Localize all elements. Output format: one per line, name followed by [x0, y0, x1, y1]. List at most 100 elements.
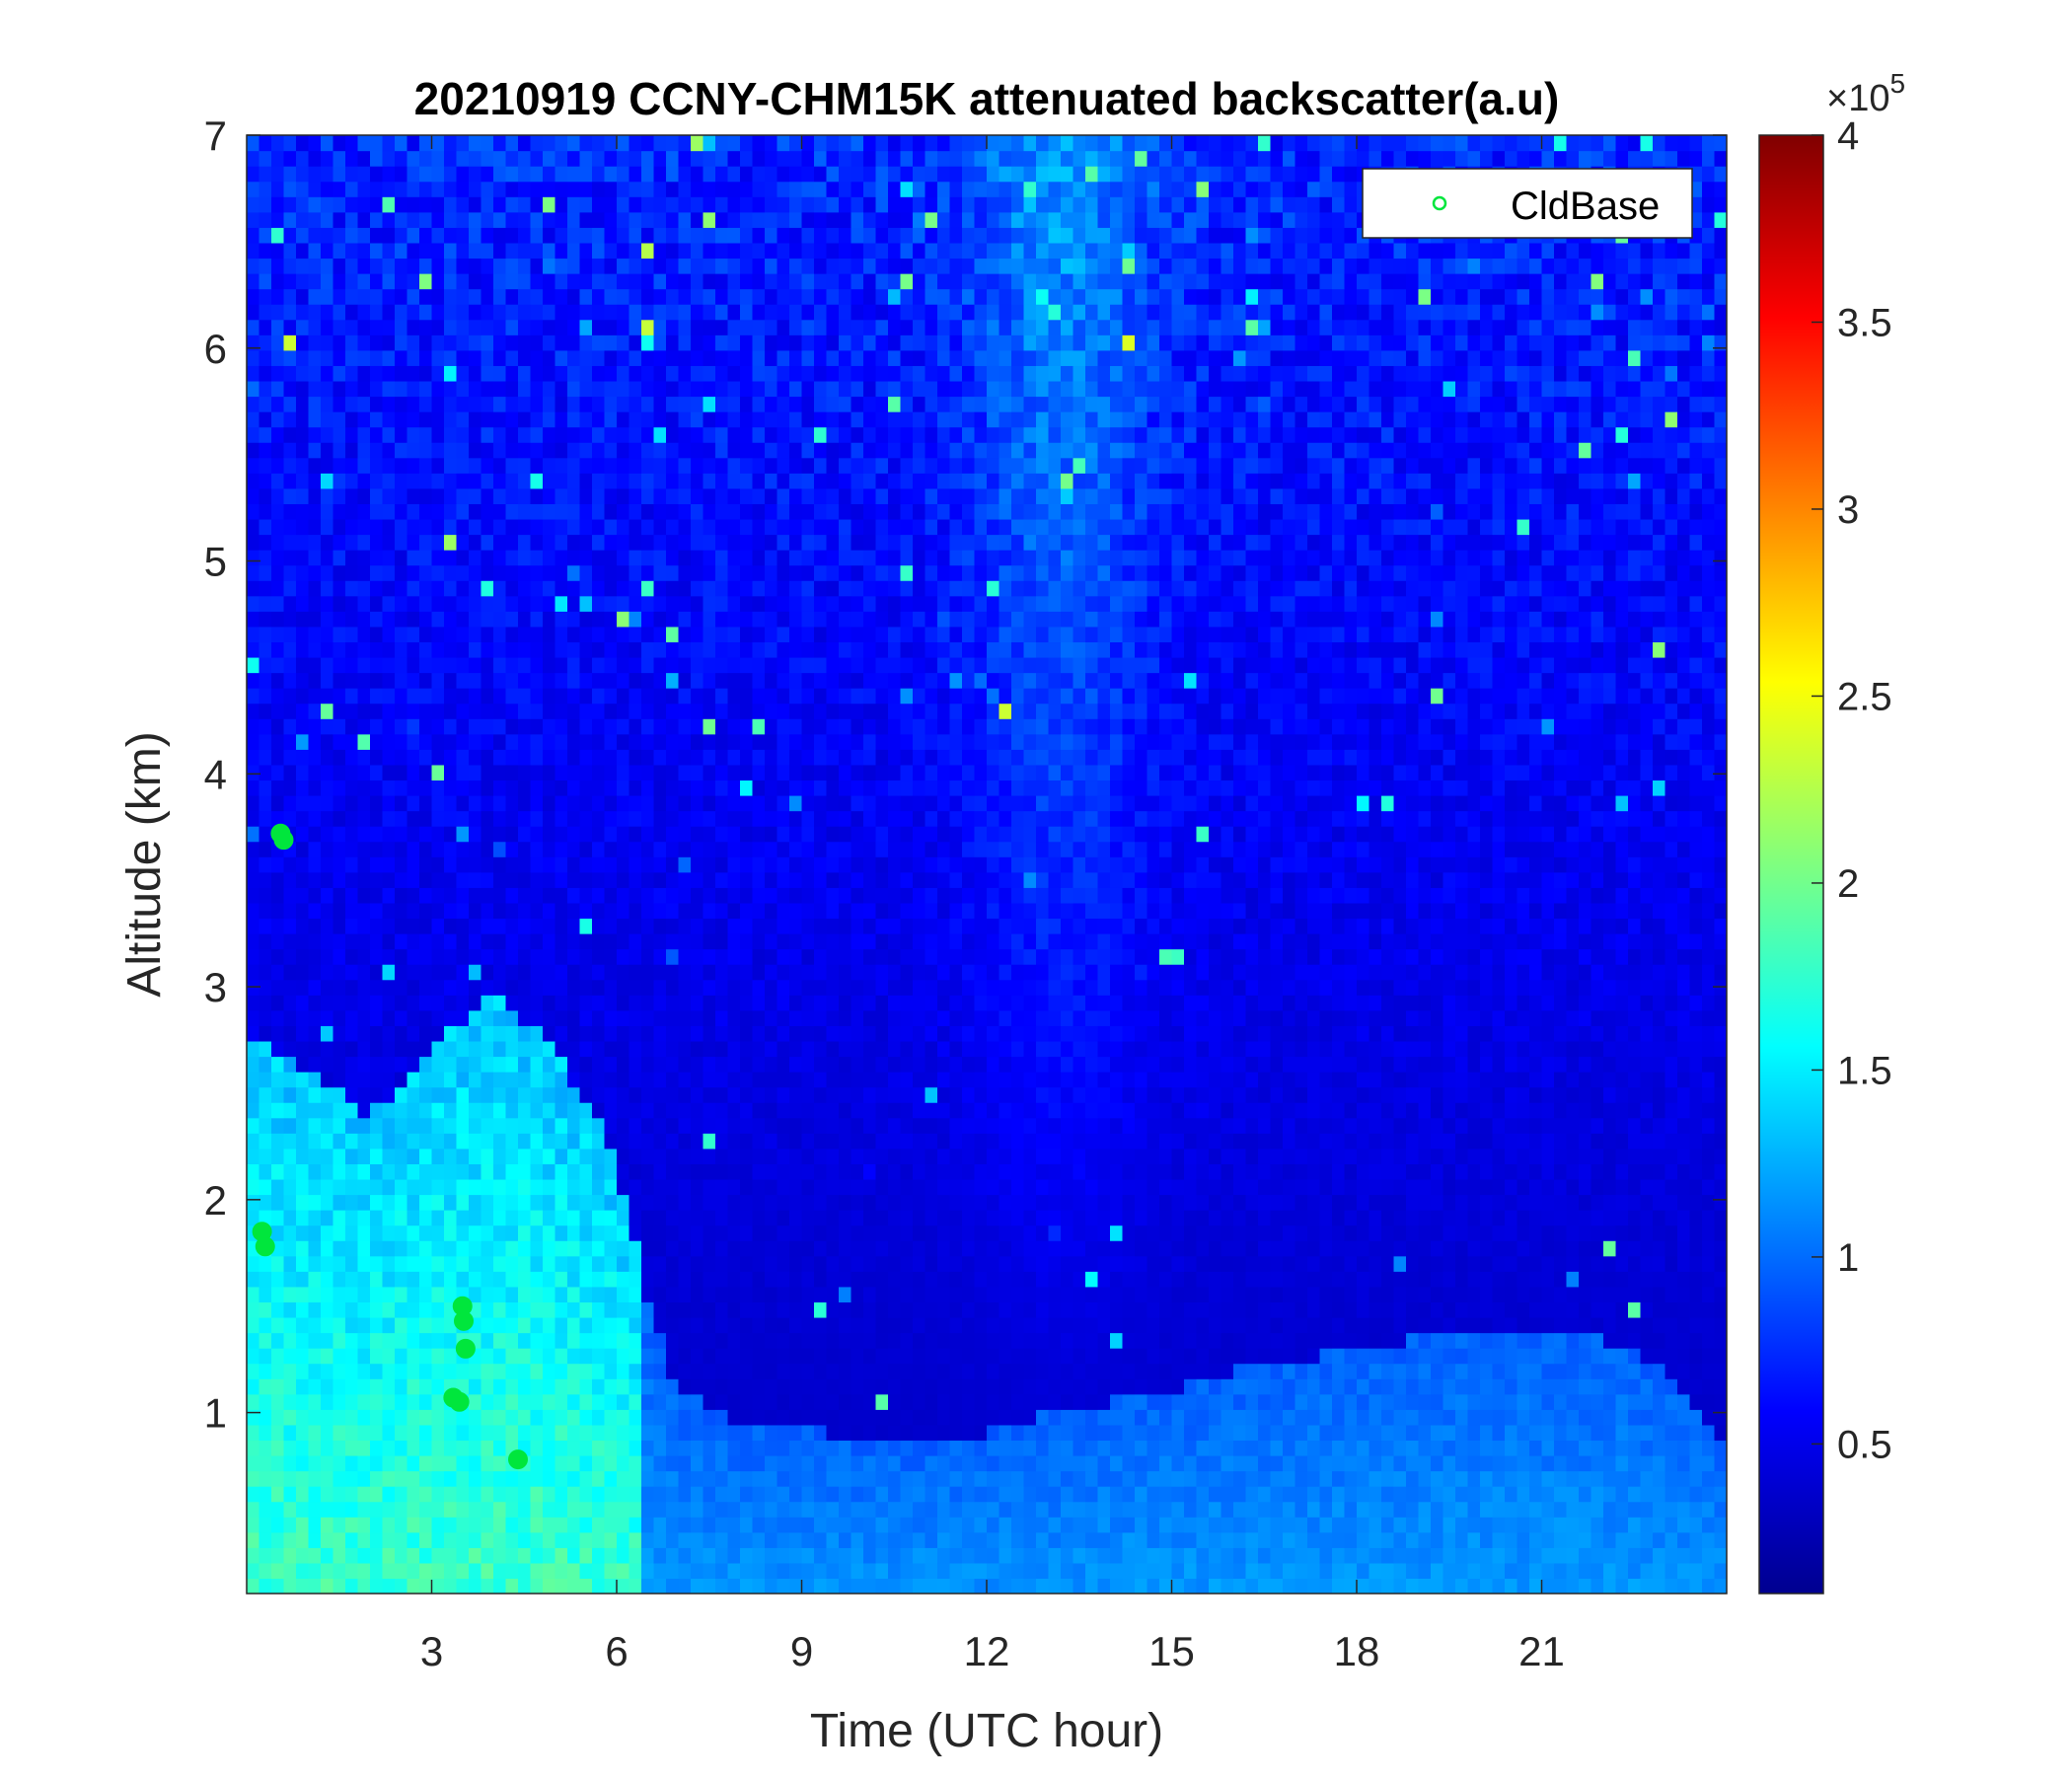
- heatmap-cell: [431, 365, 445, 382]
- heatmap-cell: [875, 1117, 889, 1134]
- heatmap-cell: [863, 826, 877, 843]
- heatmap-cell: [407, 1240, 420, 1257]
- heatmap-cell: [469, 426, 482, 443]
- heatmap-cell: [875, 1210, 889, 1226]
- heatmap-cell: [247, 1547, 260, 1564]
- heatmap-cell: [283, 304, 297, 321]
- heatmap-cell: [321, 749, 334, 766]
- heatmap-cell: [308, 764, 322, 781]
- heatmap-cell: [727, 826, 741, 843]
- heatmap-cell: [765, 703, 778, 719]
- heatmap-cell: [641, 534, 655, 551]
- heatmap-cell: [715, 150, 729, 167]
- heatmap-cell: [543, 150, 556, 167]
- heatmap-cell: [789, 933, 803, 950]
- heatmap-cell: [247, 550, 260, 566]
- heatmap-cell: [715, 1531, 729, 1548]
- heatmap-cell: [308, 948, 322, 965]
- heatmap-cell: [370, 166, 384, 183]
- heatmap-cell: [493, 150, 507, 167]
- heatmap-cell: [321, 380, 334, 398]
- heatmap-cell: [395, 688, 408, 705]
- heatmap-cell: [481, 1194, 494, 1211]
- heatmap-cell: [875, 794, 889, 812]
- heatmap-cell: [777, 810, 790, 827]
- heatmap-cell: [604, 1547, 618, 1564]
- heatmap-cell: [345, 1378, 359, 1395]
- heatmap-cell: [814, 1224, 828, 1241]
- heatmap-cell: [283, 1133, 297, 1150]
- heatmap-cell: [543, 349, 556, 366]
- heatmap-cell: [407, 227, 420, 244]
- heatmap-cell: [740, 733, 754, 750]
- heatmap-cell: [296, 457, 310, 474]
- heatmap-cell: [727, 580, 741, 597]
- heatmap-cell: [592, 1210, 606, 1226]
- heatmap-cell: [826, 948, 840, 965]
- heatmap-cell: [604, 518, 618, 536]
- heatmap-cell: [308, 380, 322, 398]
- heatmap-cell: [296, 918, 310, 934]
- heatmap-cell: [641, 1547, 655, 1564]
- heatmap-cell: [530, 1486, 544, 1503]
- heatmap-cell: [678, 1224, 692, 1241]
- heatmap-cell: [752, 442, 766, 459]
- heatmap-cell: [727, 1454, 741, 1472]
- heatmap-cell: [839, 426, 852, 443]
- heatmap-cell: [592, 457, 606, 474]
- heatmap-cell: [740, 1286, 754, 1302]
- heatmap-cell: [851, 918, 864, 934]
- heatmap-cell: [678, 764, 692, 781]
- heatmap-cell: [691, 304, 704, 321]
- heatmap-cell: [826, 349, 840, 366]
- heatmap-cell: [592, 733, 606, 750]
- heatmap-cell: [826, 1072, 840, 1088]
- heatmap-cell: [801, 1578, 815, 1594]
- heatmap-cell: [555, 1040, 568, 1058]
- heatmap-cell: [567, 503, 581, 520]
- heatmap-cell: [666, 1072, 680, 1088]
- heatmap-cell: [543, 242, 556, 260]
- heatmap-cell: [814, 150, 828, 167]
- heatmap-cell: [851, 1517, 864, 1533]
- heatmap-cell: [653, 1056, 667, 1073]
- heatmap-cell: [283, 196, 297, 213]
- heatmap-cell: [715, 779, 729, 796]
- heatmap-cell: [530, 411, 544, 428]
- heatmap-cell: [444, 810, 458, 827]
- heatmap-cell: [456, 794, 470, 812]
- heatmap-cell: [666, 1271, 680, 1288]
- heatmap-cell: [653, 856, 667, 873]
- heatmap-cell: [382, 564, 396, 581]
- heatmap-cell: [407, 1348, 420, 1365]
- heatmap-cell: [247, 1025, 260, 1042]
- heatmap-cell: [875, 1224, 889, 1241]
- heatmap-cell: [604, 856, 618, 873]
- heatmap-cell: [666, 166, 680, 183]
- heatmap-cell: [345, 841, 359, 857]
- heatmap-cell: [296, 319, 310, 335]
- heatmap-cell: [493, 135, 507, 152]
- heatmap-cell: [604, 688, 618, 705]
- heatmap-cell: [308, 1501, 322, 1518]
- heatmap-cell: [765, 564, 778, 581]
- heatmap-cell: [543, 1240, 556, 1257]
- heatmap-cell: [382, 181, 396, 197]
- heatmap-cell: [382, 457, 396, 474]
- heatmap-cell: [333, 933, 346, 950]
- heatmap-cell: [345, 1056, 359, 1073]
- heatmap-cell: [555, 1286, 568, 1302]
- heatmap-cell: [370, 656, 384, 674]
- heatmap-cell: [617, 1501, 630, 1518]
- heatmap-cell: [641, 1040, 655, 1058]
- heatmap-cell: [530, 349, 544, 366]
- heatmap-cell: [493, 779, 507, 796]
- heatmap-cell: [617, 1178, 630, 1196]
- heatmap-cell: [801, 1286, 815, 1302]
- heatmap-cell: [321, 1470, 334, 1487]
- heatmap-cell: [259, 518, 272, 536]
- heatmap-cell: [382, 1470, 396, 1487]
- heatmap-cell: [407, 1562, 420, 1580]
- heatmap-cell: [259, 411, 272, 428]
- heatmap-cell: [518, 319, 532, 335]
